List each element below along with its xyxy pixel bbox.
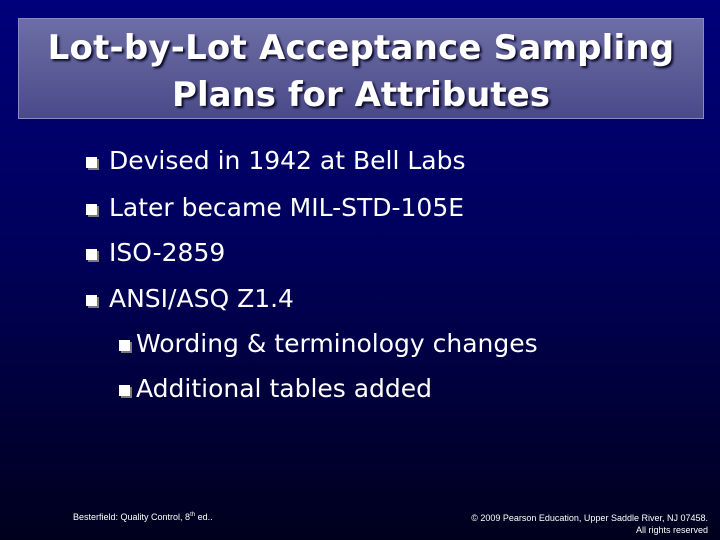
slide-title-line-1: Lot-by-Lot Acceptance Sampling [47,28,675,68]
checkbox-bullet-icon [86,203,97,215]
sub-bullet-item: Additional tables added [119,371,432,405]
sub-bullet-text: Additional tables added [136,373,433,403]
sub-bullet-item: Wording & terminology changes [119,326,538,360]
footer-citation-text: Besterfield: Quality Control, 8 [73,512,191,522]
bullet-item: Devised in 1942 at Bell Labs [86,143,465,177]
checkbox-bullet-icon [86,294,97,306]
footer-copyright-line-1: © 2009 Pearson Education, Upper Saddle R… [471,513,708,523]
bullet-text: Later became MIL-STD-105E [109,192,465,222]
bullet-item: ANSI/ASQ Z1.4 [86,281,294,315]
footer-citation-suffix: ed.. [195,512,213,522]
footer-citation: Besterfield: Quality Control, 8th ed.. [73,512,213,522]
bullet-text: ISO-2859 [109,237,226,267]
footer-citation-sup: th [190,512,196,518]
bullet-text: Devised in 1942 at Bell Labs [109,145,466,175]
footer-copyright-line-2: All rights reserved [635,525,708,535]
bullet-text: ANSI/ASQ Z1.4 [109,283,294,313]
checkbox-bullet-icon [119,339,130,351]
footer-copyright: © 2009 Pearson Education, Upper Saddle R… [471,512,708,536]
checkbox-bullet-icon [119,384,130,396]
title-banner [18,18,704,119]
bullet-item: ISO-2859 [86,235,225,269]
sub-bullet-text: Wording & terminology changes [136,328,538,358]
checkbox-bullet-icon [86,156,97,168]
checkbox-bullet-icon [86,248,97,260]
bullet-item: Later became MIL-STD-105E [86,190,464,224]
slide-title-line-2: Plans for Attributes [172,75,550,115]
